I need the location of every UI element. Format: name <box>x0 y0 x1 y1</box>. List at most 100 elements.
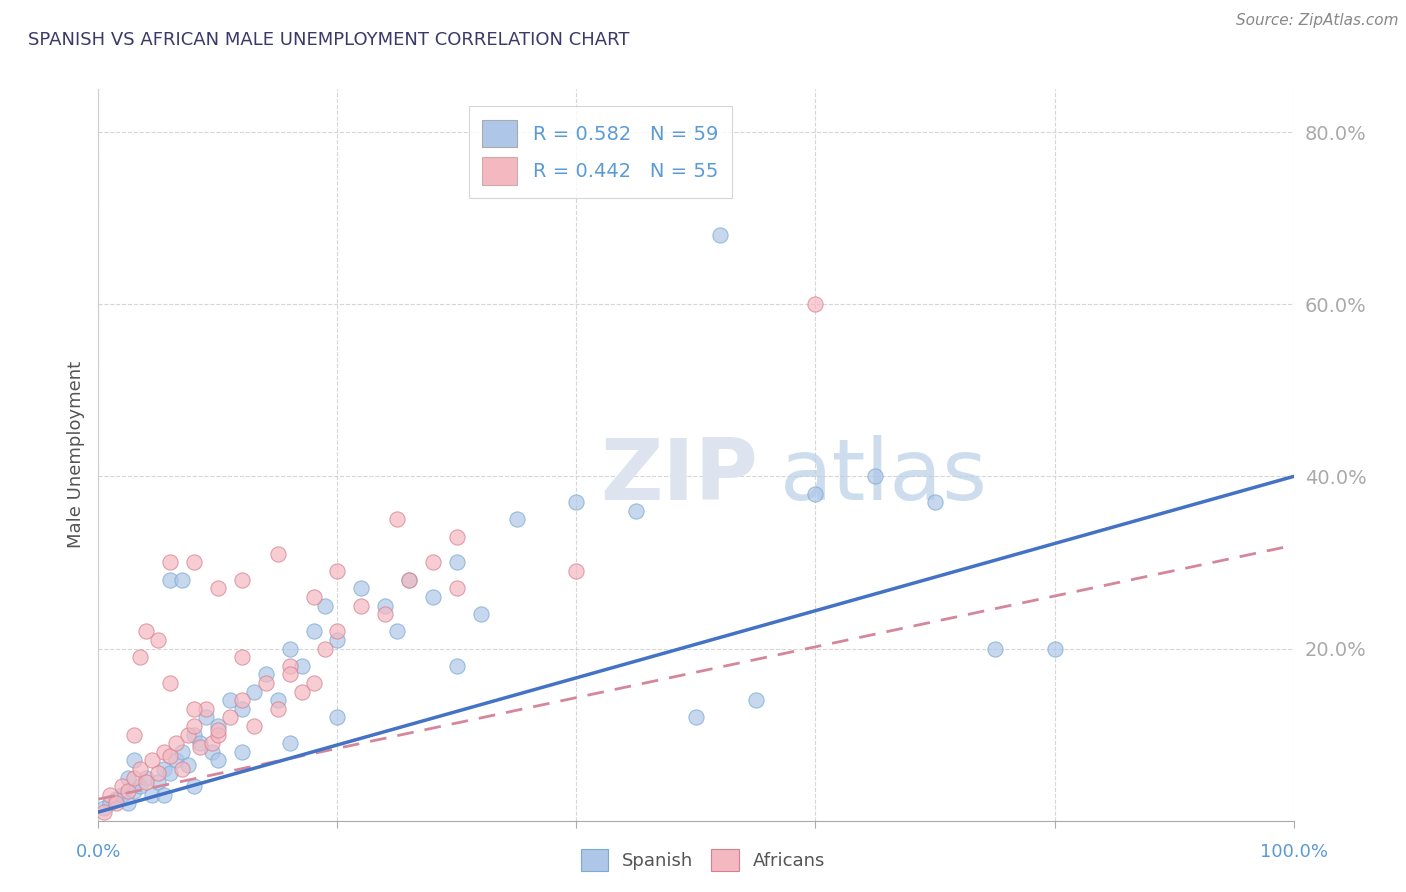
Point <box>159 573 181 587</box>
Text: 0.0%: 0.0% <box>76 843 121 861</box>
Point <box>153 788 176 802</box>
Point <box>153 745 176 759</box>
Point <box>117 771 139 785</box>
Point <box>398 573 420 587</box>
Point <box>172 745 194 759</box>
Point <box>177 757 200 772</box>
Point <box>231 745 253 759</box>
Point <box>135 624 157 639</box>
Point <box>207 719 229 733</box>
Point <box>924 495 946 509</box>
Point <box>183 719 205 733</box>
Point <box>326 624 349 639</box>
Point <box>315 641 337 656</box>
Point <box>302 676 325 690</box>
Point <box>315 599 337 613</box>
Point <box>201 736 224 750</box>
Point <box>93 801 115 815</box>
Point <box>207 582 229 596</box>
Point <box>135 771 157 785</box>
Legend: R = 0.582   N = 59, R = 0.442   N = 55: R = 0.582 N = 59, R = 0.442 N = 55 <box>468 106 733 198</box>
Text: SPANISH VS AFRICAN MALE UNEMPLOYMENT CORRELATION CHART: SPANISH VS AFRICAN MALE UNEMPLOYMENT COR… <box>28 31 630 49</box>
Point <box>219 710 242 724</box>
Point <box>804 486 827 500</box>
Point <box>446 556 468 570</box>
Point <box>374 599 396 613</box>
Point <box>148 632 170 647</box>
Point <box>124 783 146 797</box>
Point <box>201 745 224 759</box>
Point <box>98 797 122 811</box>
Text: ZIP: ZIP <box>600 435 758 518</box>
Point <box>183 779 205 793</box>
Point <box>278 641 301 656</box>
Point <box>1043 641 1066 656</box>
Point <box>105 797 128 811</box>
Point <box>105 792 128 806</box>
Point <box>290 684 312 698</box>
Point <box>231 573 253 587</box>
Point <box>231 693 253 707</box>
Point <box>159 676 181 690</box>
Point <box>135 775 157 789</box>
Point <box>350 599 373 613</box>
Point <box>165 736 187 750</box>
Point <box>326 710 349 724</box>
Point <box>446 658 468 673</box>
Point <box>446 530 468 544</box>
Point <box>159 749 181 764</box>
Point <box>685 710 707 724</box>
Point <box>302 590 325 604</box>
Point <box>207 753 229 767</box>
Point <box>141 753 163 767</box>
Text: atlas: atlas <box>779 435 987 518</box>
Point <box>350 582 373 596</box>
Point <box>745 693 768 707</box>
Point <box>183 728 205 742</box>
Point <box>267 693 290 707</box>
Point <box>148 775 170 789</box>
Point <box>804 297 827 311</box>
Point <box>565 564 588 578</box>
Point <box>983 641 1005 656</box>
Point <box>385 624 409 639</box>
Point <box>183 556 205 570</box>
Point <box>398 573 420 587</box>
Point <box>219 693 242 707</box>
Point <box>159 766 181 780</box>
Point <box>254 676 277 690</box>
Text: Source: ZipAtlas.com: Source: ZipAtlas.com <box>1236 13 1399 29</box>
Point <box>254 667 277 681</box>
Point <box>326 632 349 647</box>
Point <box>624 504 647 518</box>
Point <box>290 658 312 673</box>
Point <box>194 710 217 724</box>
Point <box>93 805 115 819</box>
Point <box>124 728 146 742</box>
Point <box>267 547 290 561</box>
Point <box>231 650 253 665</box>
Point <box>124 771 146 785</box>
Point <box>183 702 205 716</box>
Point <box>506 512 529 526</box>
Point <box>165 753 187 767</box>
Point <box>111 779 134 793</box>
Point <box>302 624 325 639</box>
Point <box>422 556 444 570</box>
Point <box>172 573 194 587</box>
Point <box>172 762 194 776</box>
Point <box>188 736 211 750</box>
Legend: Spanish, Africans: Spanish, Africans <box>574 842 832 879</box>
Point <box>159 556 181 570</box>
Point <box>231 702 253 716</box>
Point <box>148 766 170 780</box>
Point <box>863 469 886 483</box>
Point <box>242 684 264 698</box>
Point <box>422 590 444 604</box>
Point <box>709 228 731 243</box>
Y-axis label: Male Unemployment: Male Unemployment <box>66 361 84 549</box>
Point <box>141 788 163 802</box>
Point <box>129 779 152 793</box>
Point <box>278 736 301 750</box>
Point <box>188 740 211 755</box>
